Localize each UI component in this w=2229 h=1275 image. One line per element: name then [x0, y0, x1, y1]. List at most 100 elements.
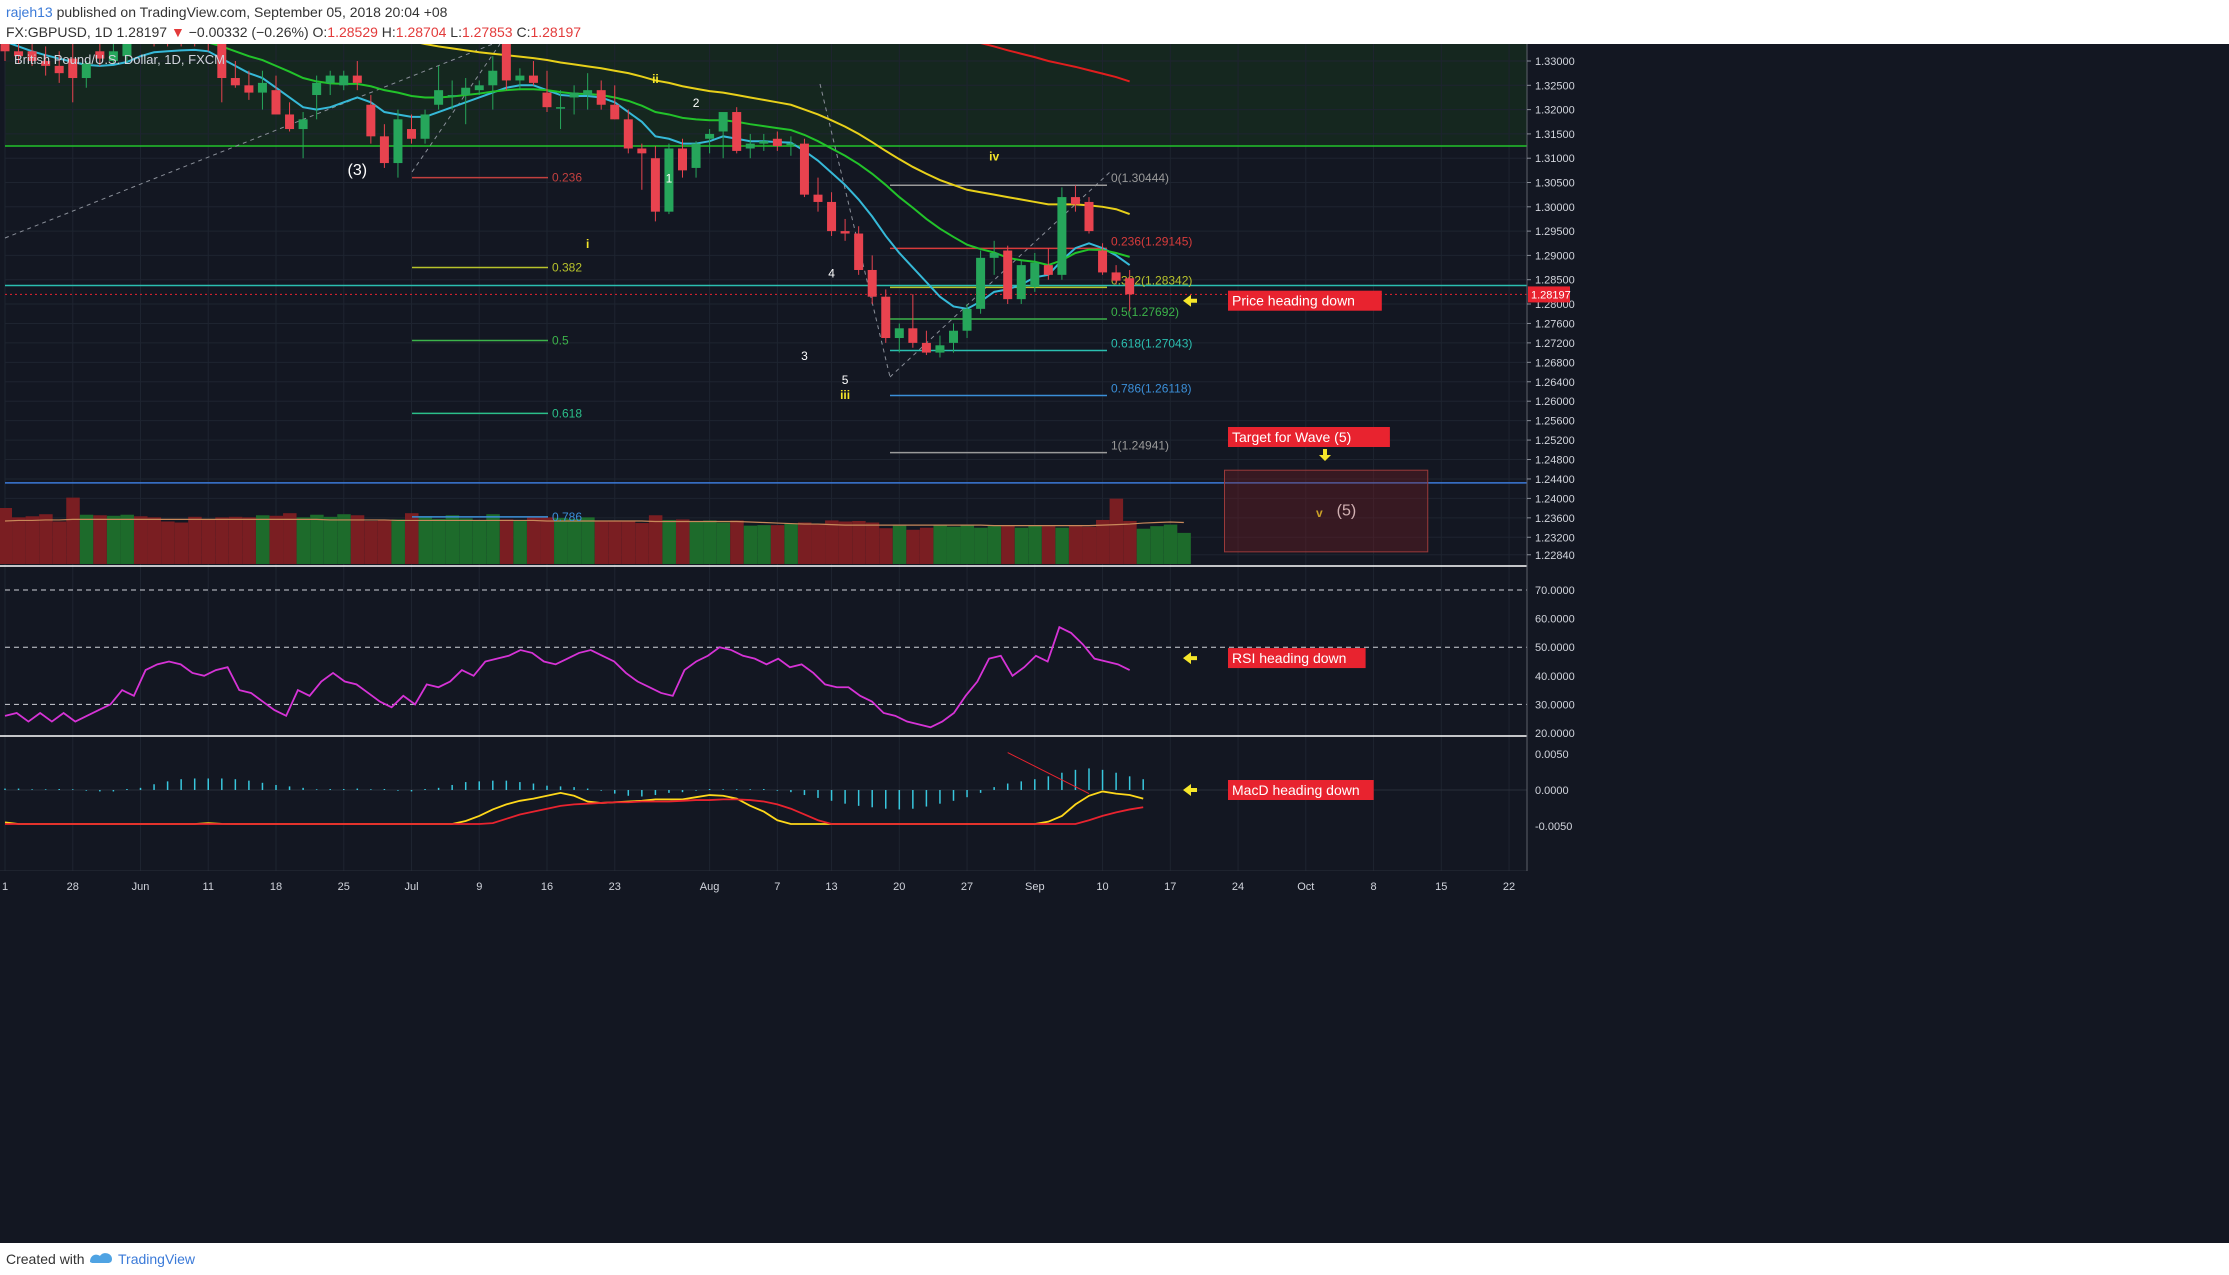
wave-label: (3): [348, 162, 368, 179]
time-axis-label: 8: [1370, 881, 1376, 893]
volume-bar: [919, 527, 934, 564]
annotation-text: Price heading down: [1232, 293, 1355, 309]
volume-bar: [554, 517, 568, 564]
volume-bar: [310, 514, 324, 564]
fib-left-label: 0.786: [552, 510, 582, 524]
candle-body: [678, 148, 687, 171]
chart-canvas[interactable]: 0.236 0.382 0.5 0.618 0.786 0(1.30444) 0.236(1…: [0, 44, 2229, 1243]
candle-body: [827, 201, 837, 232]
rsi-axis-label: 40.0000: [1535, 671, 1575, 683]
time-axis-label: Sep: [1025, 881, 1045, 893]
candle-body: [393, 119, 403, 164]
volume-bar: [676, 519, 690, 564]
fib-right-label: 0(1.30444): [1111, 171, 1169, 185]
symbol-label: FX:GBPUSD, 1D: [6, 24, 113, 40]
fib-right-label: 0.236(1.29145): [1111, 234, 1192, 248]
volume-bar: [350, 515, 365, 564]
price-axis-label: 1.24000: [1535, 493, 1575, 505]
macd-axis-label: -0.0050: [1535, 821, 1572, 833]
price-axis-label: 1.26400: [1535, 377, 1575, 389]
volume-bar: [648, 515, 663, 564]
fib-right-label: 0.382(1.28342): [1111, 273, 1192, 287]
candle-body: [27, 51, 37, 62]
price-axis-label: 1.24400: [1535, 474, 1575, 486]
candle-body: [14, 51, 24, 57]
volume-bar: [825, 520, 839, 564]
annotation-box: [1228, 427, 1390, 447]
candle-body: [1016, 265, 1026, 300]
candle-body: [95, 51, 105, 59]
volume-bar: [323, 516, 338, 564]
volume-ma-line: [4, 518, 1184, 527]
candle-body: [949, 330, 958, 343]
candle-body: [352, 75, 362, 83]
wave-label: 4: [828, 266, 835, 280]
volume-bar: [581, 517, 595, 564]
price-axis-label: 1.28500: [1535, 275, 1575, 287]
price-axis-label: 1.29000: [1535, 250, 1575, 262]
publish-info: rajeh13 published on TradingView.com, Se…: [6, 2, 447, 22]
volume-bar: [892, 525, 907, 564]
wave-label: ii: [652, 72, 659, 86]
time-axis-label: 23: [609, 881, 621, 893]
candle-body: [583, 90, 593, 96]
ohlc-high: 1.28704: [395, 24, 447, 40]
candle-body: [339, 75, 349, 86]
volume-bar: [757, 525, 771, 564]
fib-trend-line: [819, 83, 891, 378]
candle-body: [542, 92, 552, 108]
annotation-box: [1228, 290, 1382, 311]
wave-label: 2: [693, 96, 700, 110]
tradingview-logo-icon: [90, 1253, 112, 1263]
price-axis-label: 1.26000: [1535, 396, 1575, 408]
candle-body: [1098, 250, 1108, 273]
volume-bar: [1055, 527, 1069, 564]
volume-bar: [784, 523, 798, 564]
candle-body: [1057, 197, 1067, 275]
ohlc-close-label: C:: [516, 24, 531, 40]
candle-body: [732, 112, 742, 151]
volume-bar: [567, 518, 582, 564]
volume-bar: [147, 517, 162, 564]
left-arrow-icon: [1183, 294, 1197, 307]
tradingview-link[interactable]: TradingView: [118, 1251, 196, 1267]
volume-bar: [79, 514, 94, 564]
snapshot-header: rajeh13 published on TradingView.com, Se…: [0, 0, 2229, 44]
wave-label: 1: [666, 172, 673, 186]
price-axis-label: 1.30000: [1535, 202, 1575, 214]
volume-bar: [215, 517, 229, 564]
candle-body: [623, 119, 633, 149]
current-price-tag: [1528, 286, 1570, 303]
candle-body: [935, 345, 945, 353]
candle-body: [1125, 278, 1135, 295]
rsi-axis-label: 60.0000: [1535, 614, 1575, 626]
volume-bar: [445, 515, 460, 564]
author-link[interactable]: rajeh13: [6, 4, 53, 20]
ohlc-low: 1.27853: [461, 24, 513, 40]
wave-label: i: [586, 237, 589, 251]
volume-bar: [52, 521, 67, 564]
rsi-axis-label: 30.0000: [1535, 699, 1575, 711]
price-axis-label: 1.23600: [1535, 513, 1575, 525]
left-arrow-icon: [1183, 652, 1197, 665]
price-change: −0.00332 (−0.26%): [188, 24, 309, 40]
rsi-axis-label: 70.0000: [1535, 585, 1575, 597]
volume-bar: [1041, 526, 1056, 564]
rsi-line: [4, 625, 1131, 729]
published-text: published on TradingView.com, September …: [56, 4, 448, 20]
time-axis-label: Jun: [132, 881, 150, 893]
volume-bar: [1014, 527, 1029, 564]
volume-bar: [662, 519, 676, 564]
candle-body: [610, 104, 620, 120]
time-axis-label: Jul: [404, 881, 418, 893]
price-axis-label: 1.22840: [1535, 550, 1575, 562]
moving-average-line: [209, 44, 1130, 267]
candle-body: [108, 51, 118, 62]
candle-body: [54, 65, 64, 74]
volume-bar: [39, 514, 53, 564]
volume-bar: [933, 525, 947, 564]
candle-body: [745, 143, 755, 149]
candle-body: [637, 148, 647, 154]
fib-right-label: 0.618(1.27043): [1111, 337, 1192, 351]
